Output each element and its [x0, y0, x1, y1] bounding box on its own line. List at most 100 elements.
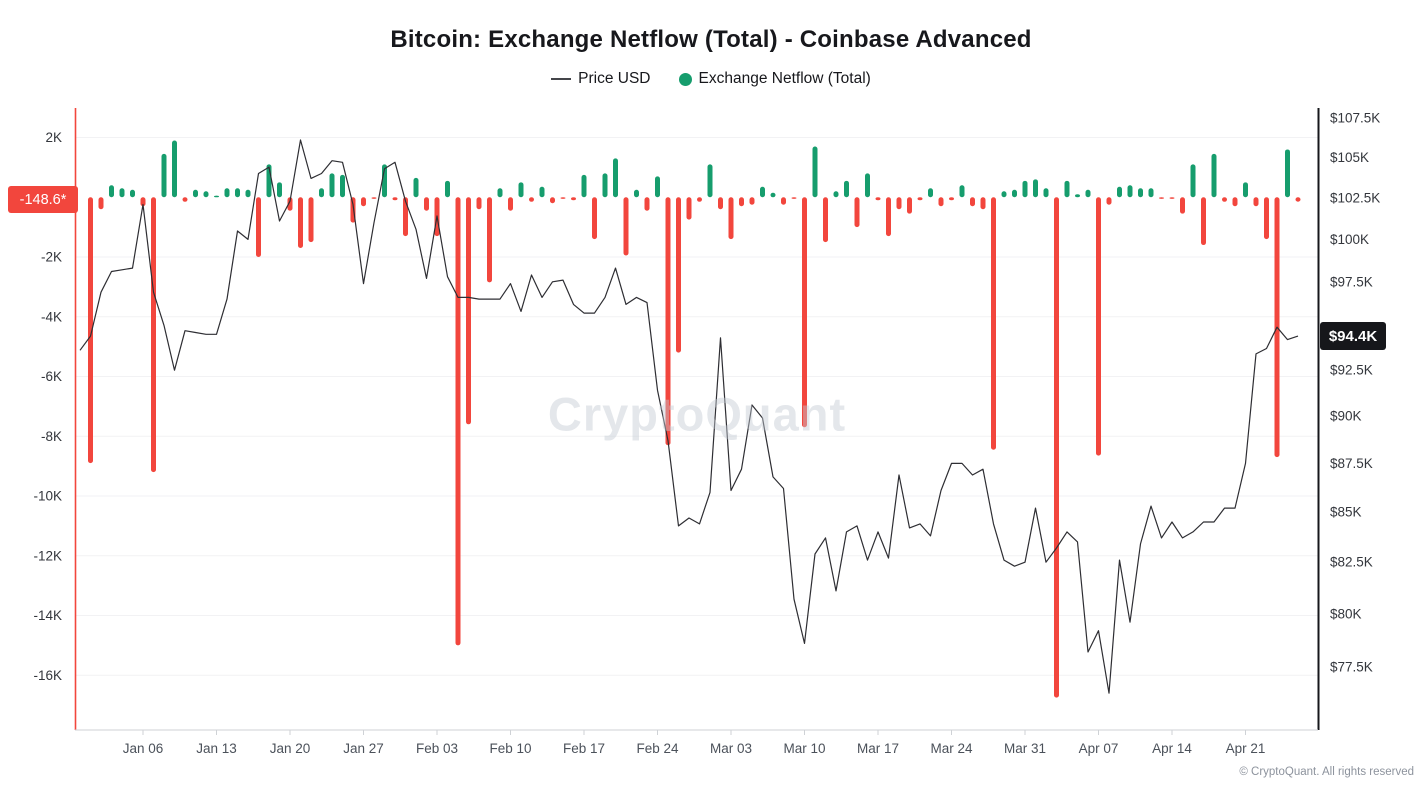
- legend-item-netflow[interactable]: Exchange Netflow (Total): [678, 70, 871, 88]
- netflow-bar: [1064, 180, 1070, 198]
- netflow-bar: [424, 197, 429, 211]
- netflow-bar: [214, 195, 219, 198]
- netflow-bar: [1295, 197, 1301, 202]
- netflow-bar: [812, 146, 818, 198]
- x-axis-tick-label: Mar 03: [710, 741, 752, 756]
- netflow-bar: [1169, 197, 1175, 199]
- netflow-bar: [1211, 153, 1217, 198]
- left-axis-tick-label: -4K: [41, 309, 62, 324]
- netflow-bar: [172, 140, 177, 198]
- x-axis-tick-label: Feb 10: [489, 741, 531, 756]
- x-axis-tick-label: Apr 14: [1152, 741, 1192, 756]
- left-axis-tick-label: -10K: [33, 489, 62, 504]
- netflow-bar: [991, 197, 996, 450]
- netflow-bar: [518, 182, 524, 198]
- netflow-bar: [655, 176, 660, 198]
- netflow-bar: [361, 197, 366, 207]
- netflow-bar: [1243, 182, 1248, 198]
- netflow-bar: [623, 197, 629, 256]
- netflow-bar: [749, 197, 755, 205]
- netflow-bar: [529, 197, 534, 202]
- chart-title: Bitcoin: Exchange Netflow (Total) - Coin…: [390, 26, 1032, 53]
- netflow-bar: [98, 197, 104, 210]
- netflow-bar: [256, 197, 261, 257]
- netflow-bar: [938, 197, 944, 207]
- left-axis-tick-label: -14K: [33, 608, 62, 623]
- netflow-bar: [686, 197, 692, 220]
- price-line-icon: [551, 78, 572, 80]
- netflow-bar: [739, 197, 744, 207]
- x-axis-tick-label: Feb 17: [563, 741, 605, 756]
- netflow-bar: [1012, 189, 1017, 198]
- netflow-bar: [371, 197, 377, 199]
- netflow-bar: [896, 197, 902, 210]
- netflow-bar: [413, 177, 419, 198]
- right-axis-tick-label: $87.5K: [1330, 456, 1373, 471]
- left-axis-tick-label: -12K: [33, 548, 62, 563]
- x-axis-tick-label: Feb 03: [416, 741, 458, 756]
- netflow-bar: [613, 158, 618, 198]
- chart-legend: Price USD Exchange Netflow (Total): [0, 70, 1422, 88]
- netflow-bar: [980, 197, 986, 210]
- netflow-bar: [865, 173, 870, 198]
- right-axis-tick-label: $77.5K: [1330, 660, 1373, 675]
- netflow-bar: [466, 197, 471, 425]
- left-axis-tick-label: -6K: [41, 369, 62, 384]
- netflow-bar: [970, 197, 975, 207]
- netflow-bar: [949, 197, 954, 201]
- netflow-bar: [1033, 179, 1038, 198]
- netflow-bar: [718, 197, 723, 210]
- netflow-bar: [403, 197, 408, 237]
- netflow-bar: [1054, 197, 1059, 698]
- netflow-bar: [497, 188, 503, 198]
- netflow-bar: [1117, 186, 1122, 198]
- netflow-bar: [1222, 197, 1227, 202]
- netflow-bar: [844, 180, 849, 198]
- netflow-bar: [833, 191, 839, 198]
- legend-netflow-label: Exchange Netflow (Total): [698, 70, 871, 87]
- netflow-bar: [634, 189, 639, 198]
- netflow-bar: [1180, 197, 1185, 214]
- price-line: [79, 139, 1299, 694]
- netflow-bar: [592, 197, 597, 240]
- right-axis-tick-label: $102.5K: [1330, 190, 1380, 205]
- x-axis-tick-label: Jan 06: [123, 741, 164, 756]
- netflow-bar: [245, 189, 251, 198]
- right-axis-tick-label: $105K: [1330, 150, 1369, 165]
- netflow-bar: [340, 174, 345, 198]
- netflow-bar: [1138, 188, 1143, 198]
- netflow-bar: [760, 186, 765, 198]
- netflow-bar: [109, 185, 114, 198]
- netflow-bar: [602, 173, 608, 198]
- netflow-bar: [161, 153, 167, 198]
- netflow-bar: [907, 197, 912, 214]
- netflow-bar: [665, 197, 671, 446]
- netflow-bar: [697, 197, 702, 202]
- netflow-bar: [928, 188, 933, 198]
- netflow-bar: [392, 197, 398, 201]
- netflow-bar: [791, 197, 797, 199]
- x-axis-tick-label: Jan 20: [270, 741, 311, 756]
- x-axis-tick-label: Feb 24: [636, 741, 679, 756]
- netflow-bar: [287, 197, 293, 211]
- netflow-bar: [1106, 197, 1112, 205]
- right-axis-tick-label: $85K: [1330, 505, 1362, 520]
- right-axis-tick-label: $97.5K: [1330, 274, 1373, 289]
- x-axis-tick-label: Mar 31: [1004, 741, 1046, 756]
- netflow-bar: [728, 197, 734, 240]
- netflow-bar: [917, 197, 923, 201]
- price-last-value-badge: $94.4K: [1320, 322, 1386, 350]
- netflow-bar: [1159, 197, 1164, 199]
- netflow-bar: [875, 197, 881, 201]
- netflow-bar: [130, 189, 135, 198]
- netflow-bar: [581, 174, 587, 198]
- right-axis-tick-label: $92.5K: [1330, 363, 1373, 378]
- netflow-bar: [854, 197, 860, 228]
- netflow-bar: [319, 188, 324, 198]
- netflow-bar: [550, 197, 555, 204]
- netflow-bar: [1022, 180, 1028, 198]
- legend-item-price[interactable]: Price USD: [551, 70, 651, 88]
- netflow-bar: [1232, 197, 1238, 207]
